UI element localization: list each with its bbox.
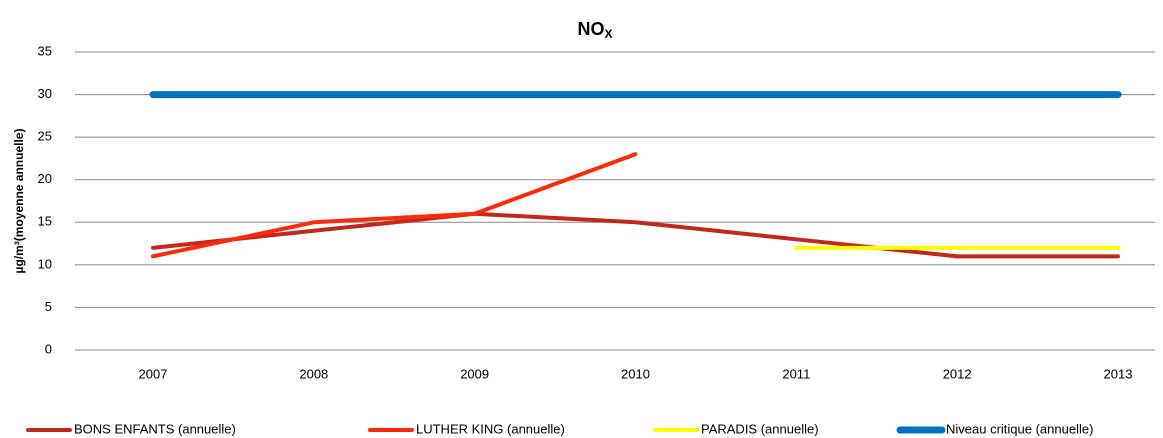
title-subscript: X — [604, 27, 612, 41]
chart-title: NOX — [577, 19, 612, 41]
legend-label: PARADIS (annuelle) — [701, 421, 819, 436]
y-tick-label: 35 — [38, 43, 52, 58]
x-tick-label: 2008 — [299, 366, 328, 381]
series-line — [151, 211, 1120, 259]
y-tick-label: 20 — [38, 171, 52, 186]
y-tick-label: 25 — [38, 129, 52, 144]
x-tick-label: 2010 — [621, 366, 650, 381]
x-tick-label: 2007 — [139, 366, 168, 381]
legend-label: Niveau critique (annuelle) — [946, 421, 1093, 436]
y-tick-label: 30 — [38, 86, 52, 101]
title-main: NO — [577, 19, 604, 39]
y-tick-label: 5 — [45, 299, 52, 314]
x-tick-label: 2012 — [943, 366, 972, 381]
y-axis-label: µg/m³(moyenne annuelle) — [12, 129, 26, 274]
x-tick-label: 2009 — [460, 366, 489, 381]
y-tick-label: 10 — [38, 256, 52, 271]
x-tick-label: 2013 — [1104, 366, 1133, 381]
legend-label: BONS ENFANTS (annuelle) — [74, 421, 236, 436]
x-tick-label: 2011 — [782, 366, 810, 381]
series-line — [151, 152, 638, 259]
y-tick-label: 15 — [38, 214, 52, 229]
legend-label: LUTHER KING (annuelle) — [416, 421, 565, 436]
y-tick-label: 0 — [45, 341, 52, 356]
